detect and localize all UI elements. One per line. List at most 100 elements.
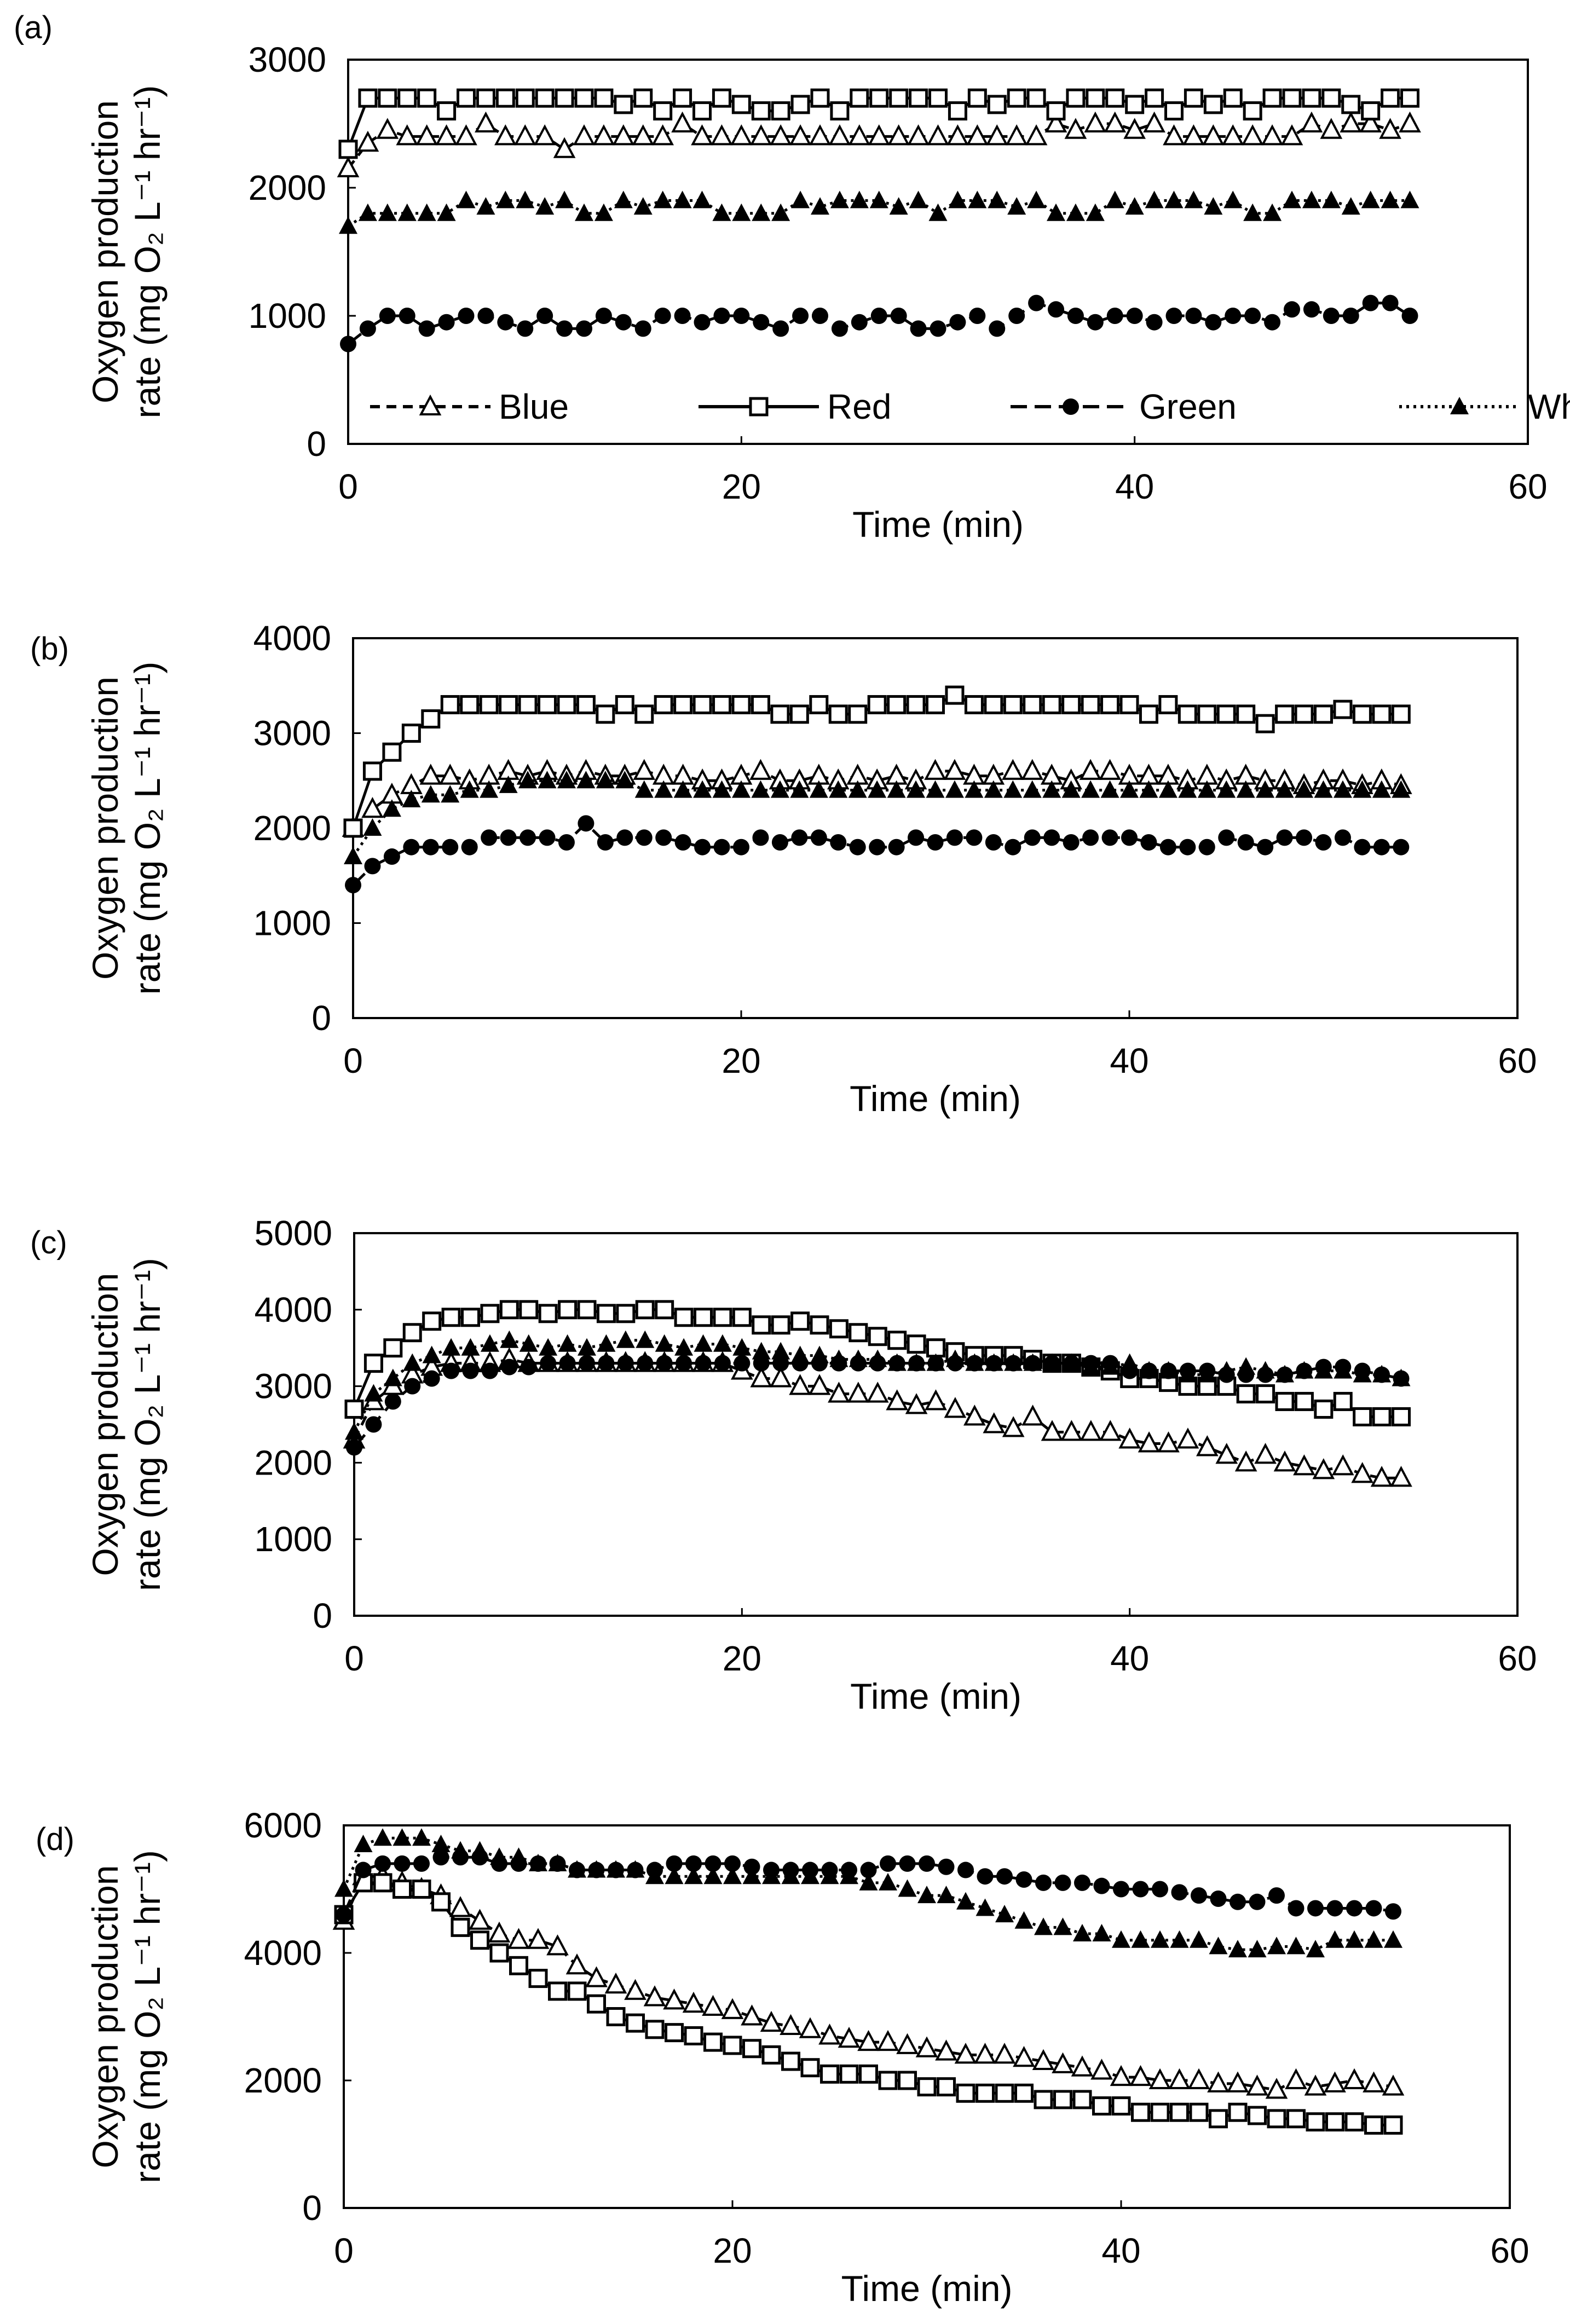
marker-filled-triangle [984, 1353, 1003, 1371]
marker-open-square [752, 1315, 771, 1335]
marker-open-triangle [469, 1909, 491, 1930]
marker-open-triangle [1370, 1466, 1393, 1487]
y-axis-label-line2: rate (mg O₂ L⁻¹ hr⁻¹) [127, 662, 168, 995]
marker-filled-triangle [723, 1866, 742, 1884]
marker-filled-triangle [762, 1866, 781, 1884]
marker-filled-triangle [437, 203, 456, 221]
marker-filled-triangle [1105, 190, 1124, 209]
marker-filled-circle [772, 320, 789, 337]
marker-filled-triangle [965, 1353, 984, 1371]
marker-open-triangle [488, 1921, 511, 1943]
marker-filled-circle [966, 829, 983, 846]
marker-filled-circle [1218, 829, 1235, 846]
marker-open-square [712, 695, 732, 714]
x-tick-label: 0 [344, 1639, 364, 1678]
marker-open-triangle [749, 759, 772, 780]
marker-filled-triangle [928, 203, 948, 221]
marker-open-square [1066, 88, 1086, 108]
plot-area-frame [347, 59, 1529, 445]
marker-open-square [499, 1300, 519, 1320]
series-green [340, 294, 1418, 352]
marker-filled-triangle [1131, 1930, 1150, 1948]
marker-open-square [771, 1315, 790, 1335]
marker-filled-circle [655, 829, 672, 846]
marker-filled-triangle [898, 1879, 917, 1897]
marker-filled-circle [1225, 308, 1242, 324]
marker-open-triangle [769, 124, 792, 146]
marker-open-square [451, 1917, 470, 1937]
marker-filled-circle [969, 308, 986, 324]
marker-open-square [850, 88, 869, 108]
marker-open-square [1302, 88, 1321, 108]
y-tick-label: 3000 [249, 40, 326, 79]
marker-filled-triangle [1145, 190, 1164, 209]
marker-filled-circle [636, 829, 653, 846]
marker-filled-triangle [403, 1353, 422, 1371]
marker-open-triangle [1071, 2055, 1094, 2077]
marker-open-square [1294, 704, 1314, 724]
marker-open-square [344, 1400, 364, 1419]
marker-open-triangle [691, 124, 713, 146]
marker-open-square [790, 1311, 810, 1331]
marker-open-triangle [651, 124, 674, 146]
marker-open-square [926, 695, 945, 714]
marker-filled-circle [359, 320, 376, 337]
marker-filled-circle [637, 1355, 654, 1372]
marker-open-square [907, 1334, 926, 1354]
marker-filled-circle [908, 829, 925, 846]
marker-filled-triangle [693, 780, 712, 798]
marker-filled-circle [616, 829, 633, 846]
marker-open-square [606, 2007, 626, 2026]
marker-filled-triangle [575, 203, 593, 221]
marker-filled-circle [831, 320, 848, 337]
marker-filled-triangle [1047, 203, 1065, 221]
marker-open-square [830, 101, 850, 121]
marker-filled-circle [481, 1362, 498, 1379]
marker-open-square [1023, 695, 1042, 714]
marker-open-square [653, 101, 673, 121]
marker-filled-circle [1191, 1887, 1207, 1904]
marker-filled-triangle [732, 780, 751, 798]
marker-filled-circle [1244, 308, 1261, 324]
marker-filled-triangle [1120, 1353, 1139, 1371]
marker-filled-triangle [1073, 1924, 1092, 1942]
marker-open-square [1353, 1407, 1372, 1427]
marker-filled-circle [462, 1362, 479, 1379]
marker-filled-circle [957, 1861, 974, 1878]
marker-filled-circle [500, 829, 517, 846]
marker-filled-triangle [344, 847, 362, 865]
marker-open-triangle [985, 124, 1008, 146]
marker-open-square [684, 2026, 703, 2045]
series-white [339, 190, 1419, 234]
marker-filled-triangle [968, 190, 987, 209]
marker-filled-triangle [653, 190, 672, 209]
marker-filled-triangle [732, 1338, 752, 1356]
marker-open-triangle [1300, 111, 1323, 132]
marker-open-triangle [553, 137, 576, 158]
marker-open-square [655, 1300, 674, 1320]
marker-filled-triangle [829, 780, 848, 798]
marker-filled-circle [724, 1855, 741, 1872]
marker-filled-triangle [771, 203, 790, 221]
marker-filled-circle [540, 1355, 557, 1372]
marker-open-triangle [769, 1366, 792, 1388]
marker-filled-triangle [1400, 190, 1419, 209]
marker-open-square [906, 695, 926, 714]
marker-open-square [587, 1994, 606, 2014]
marker-filled-circle [384, 1393, 401, 1410]
marker-filled-circle [1063, 834, 1080, 851]
marker-filled-circle [752, 829, 769, 846]
x-axis-label: Time (min) [852, 504, 1024, 545]
marker-filled-triangle [948, 190, 967, 209]
marker-open-triangle [419, 394, 442, 415]
marker-filled-circle [1126, 308, 1143, 324]
marker-filled-triangle [382, 799, 401, 817]
y-tick-label: 0 [302, 2188, 322, 2228]
marker-open-square [509, 1956, 528, 1975]
marker-filled-circle [830, 834, 847, 851]
marker-filled-circle [501, 1358, 518, 1375]
marker-open-triangle [1052, 2052, 1074, 2073]
marker-filled-triangle [868, 1349, 887, 1367]
marker-open-square [867, 695, 887, 714]
series-blue [337, 111, 1421, 177]
